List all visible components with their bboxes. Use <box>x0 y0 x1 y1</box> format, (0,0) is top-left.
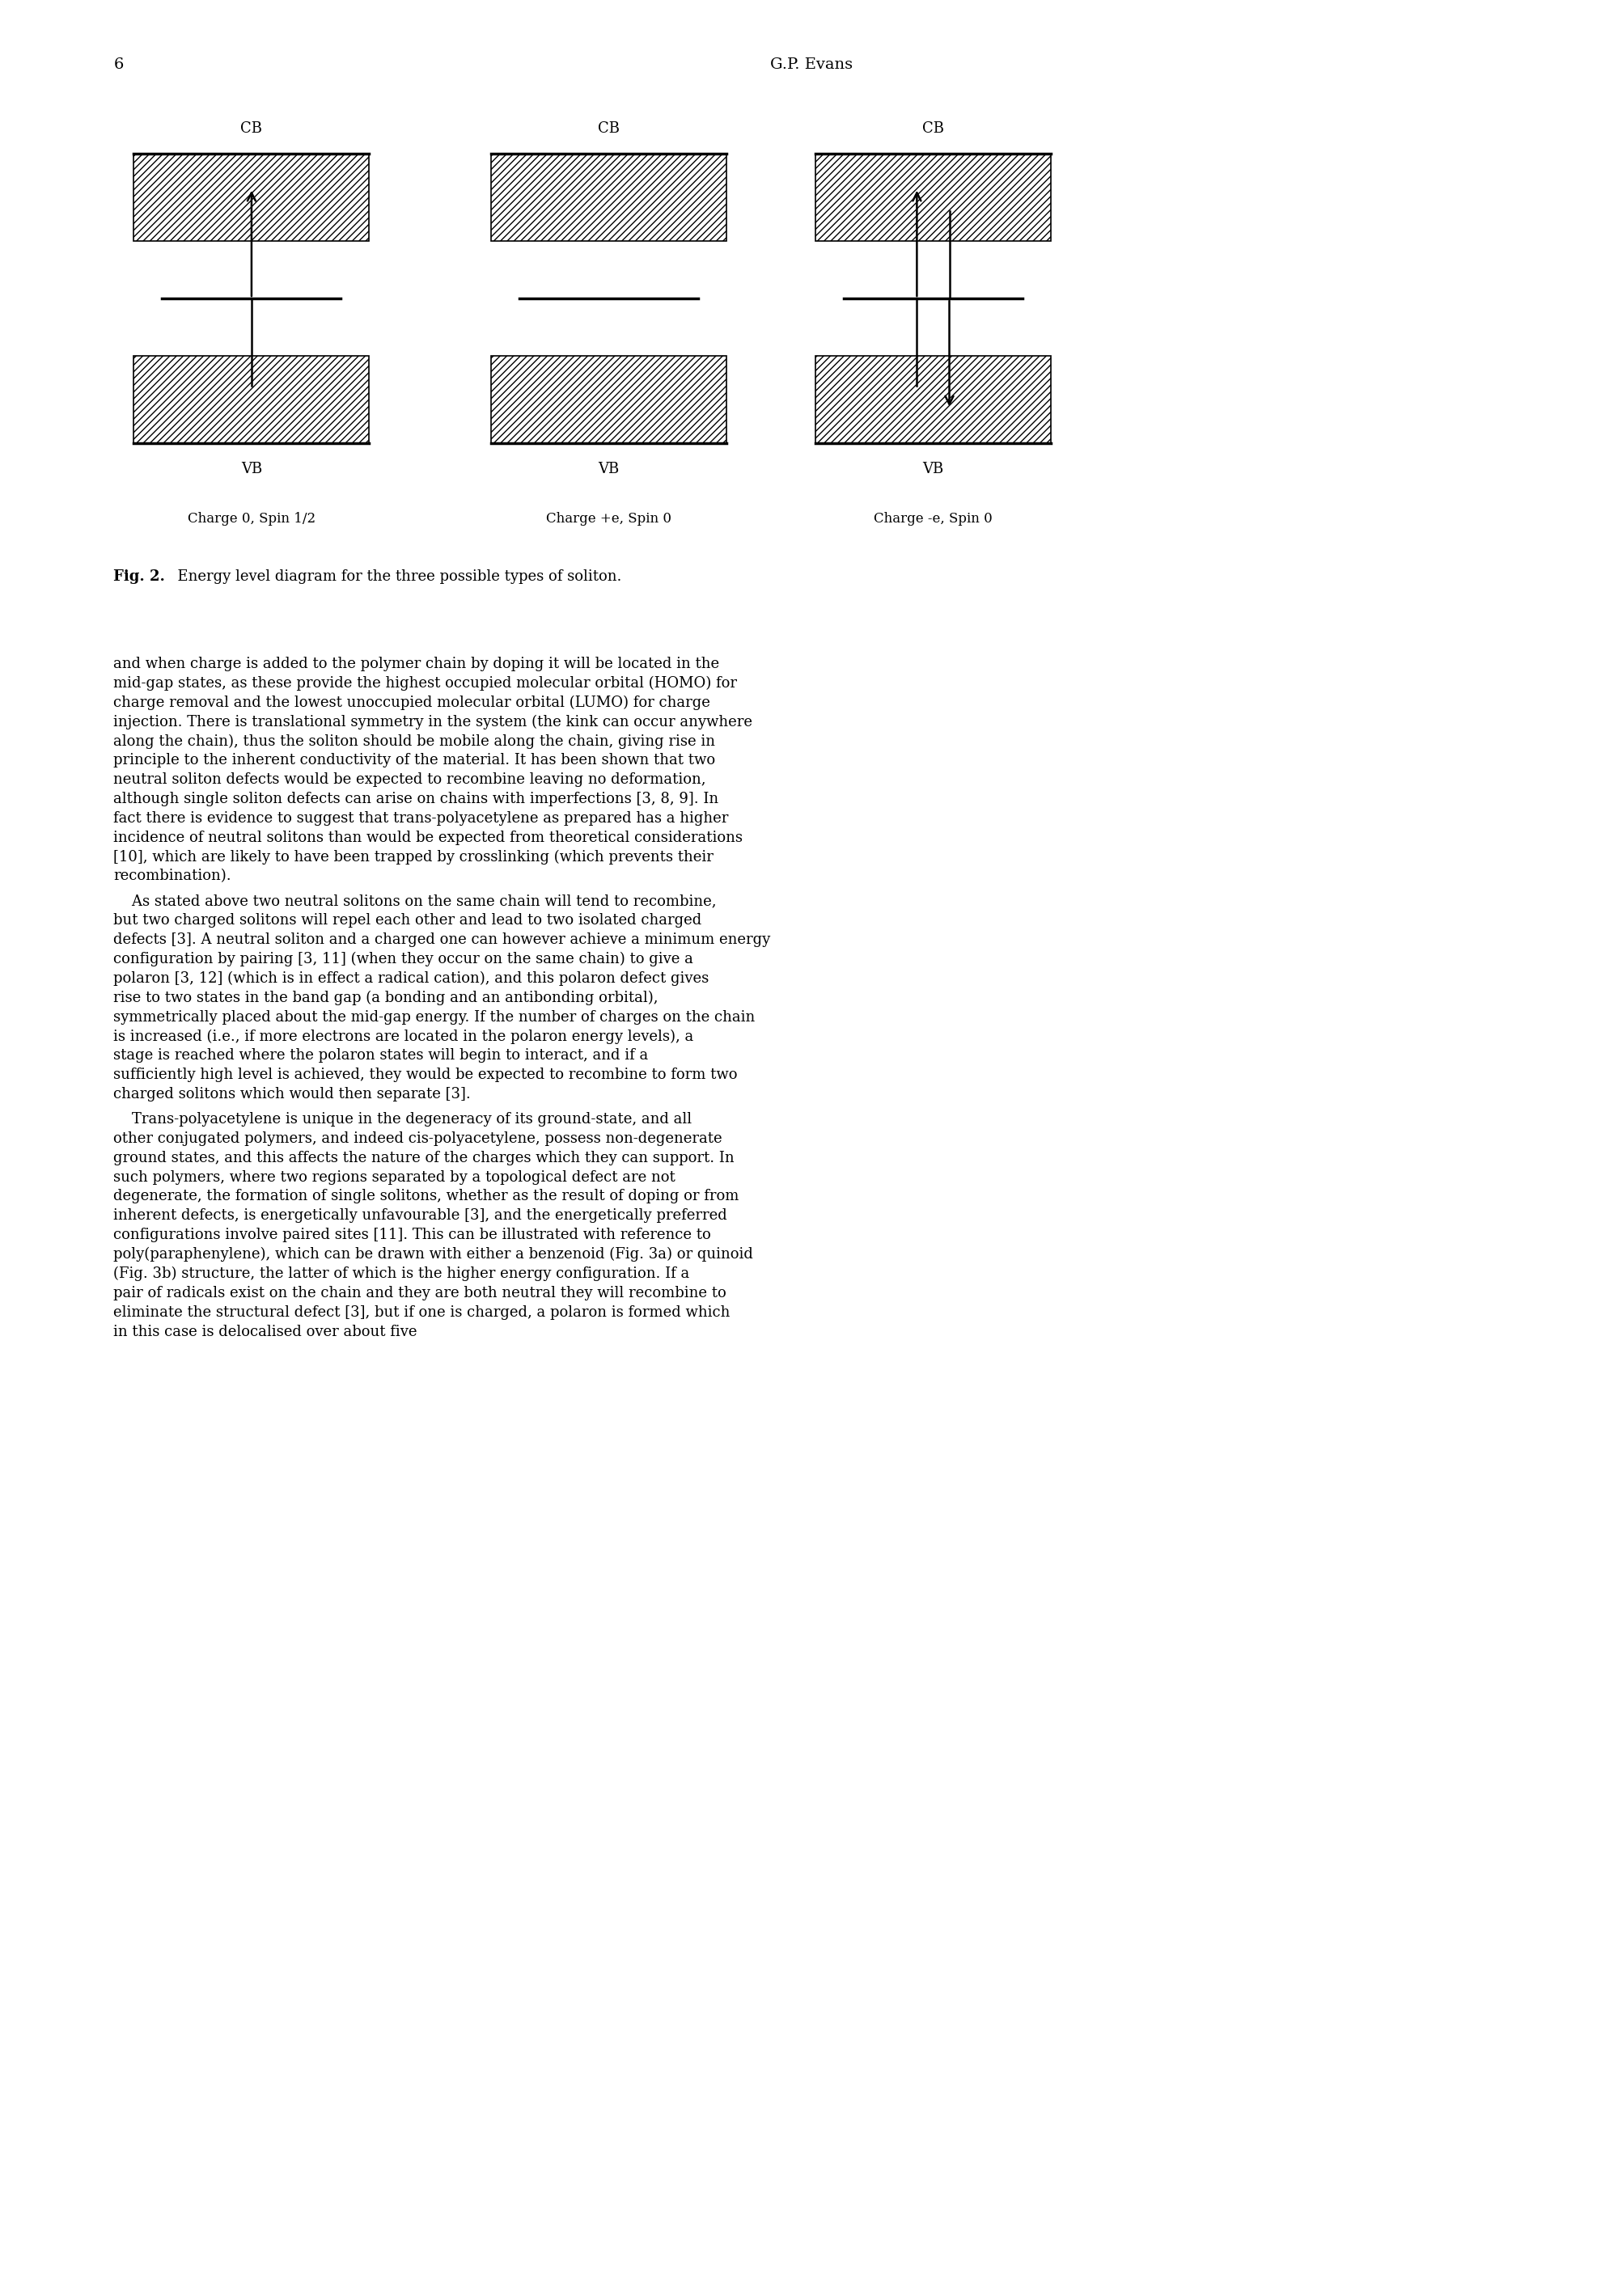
Text: pair of radicals exist on the chain and they are both neutral they will recombin: pair of radicals exist on the chain and … <box>114 1286 727 1300</box>
Text: VB: VB <box>921 461 944 475</box>
Bar <box>814 154 1051 241</box>
Text: injection. There is translational symmetry in the system (the kink can occur any: injection. There is translational symmet… <box>114 714 753 730</box>
Text: but two charged solitons will repel each other and lead to two isolated charged: but two charged solitons will repel each… <box>114 914 702 928</box>
Text: fact there is evidence to suggest that trans-polyacetylene as prepared has a hig: fact there is evidence to suggest that t… <box>114 810 728 827</box>
Text: (Fig. 3b) structure, the latter of which is the higher energy configuration. If : (Fig. 3b) structure, the latter of which… <box>114 1267 689 1281</box>
Bar <box>814 356 1051 443</box>
Text: CB: CB <box>240 122 263 135</box>
Text: in this case is delocalised over about five: in this case is delocalised over about f… <box>114 1325 417 1339</box>
Text: As stated above two neutral solitons on the same chain will tend to recombine,: As stated above two neutral solitons on … <box>114 893 717 909</box>
Text: defects [3]. A neutral soliton and a charged one can however achieve a minimum e: defects [3]. A neutral soliton and a cha… <box>114 932 770 948</box>
Text: symmetrically placed about the mid-gap energy. If the number of charges on the c: symmetrically placed about the mid-gap e… <box>114 1010 754 1024</box>
Text: along the chain), thus the soliton should be mobile along the chain, giving rise: along the chain), thus the soliton shoul… <box>114 735 715 748</box>
Text: Trans-polyacetylene is unique in the degeneracy of its ground-state, and all: Trans-polyacetylene is unique in the deg… <box>114 1111 691 1127</box>
Text: inherent defects, is energetically unfavourable [3], and the energetically prefe: inherent defects, is energetically unfav… <box>114 1208 727 1224</box>
Text: configurations involve paired sites [11]. This can be illustrated with reference: configurations involve paired sites [11]… <box>114 1228 710 1242</box>
Text: such polymers, where two regions separated by a topological defect are not: such polymers, where two regions separat… <box>114 1171 675 1185</box>
Bar <box>133 356 368 443</box>
Text: neutral soliton defects would be expected to recombine leaving no deformation,: neutral soliton defects would be expecte… <box>114 771 706 788</box>
Text: and when charge is added to the polymer chain by doping it will be located in th: and when charge is added to the polymer … <box>114 657 719 670</box>
Text: Energy level diagram for the three possible types of soliton.: Energy level diagram for the three possi… <box>169 569 621 583</box>
Text: Fig. 2.: Fig. 2. <box>114 569 165 583</box>
Text: configuration by pairing [3, 11] (when they occur on the same chain) to give a: configuration by pairing [3, 11] (when t… <box>114 953 693 967</box>
Text: recombination).: recombination). <box>114 868 232 884</box>
Text: VB: VB <box>597 461 620 475</box>
Bar <box>490 356 727 443</box>
Text: stage is reached where the polaron states will begin to interact, and if a: stage is reached where the polaron state… <box>114 1049 649 1063</box>
Text: [10], which are likely to have been trapped by crosslinking (which prevents thei: [10], which are likely to have been trap… <box>114 850 714 863</box>
Text: charge removal and the lowest unoccupied molecular orbital (LUMO) for charge: charge removal and the lowest unoccupied… <box>114 696 710 709</box>
Text: sufficiently high level is achieved, they would be expected to recombine to form: sufficiently high level is achieved, the… <box>114 1068 738 1081</box>
Text: Charge -e, Spin 0: Charge -e, Spin 0 <box>873 512 993 526</box>
Text: 6: 6 <box>114 57 123 71</box>
Text: polaron [3, 12] (which is in effect a radical cation), and this polaron defect g: polaron [3, 12] (which is in effect a ra… <box>114 971 709 985</box>
Text: charged solitons which would then separate [3].: charged solitons which would then separa… <box>114 1086 470 1102</box>
Text: principle to the inherent conductivity of the material. It has been shown that t: principle to the inherent conductivity o… <box>114 753 715 767</box>
Bar <box>490 154 727 241</box>
Text: ground states, and this affects the nature of the charges which they can support: ground states, and this affects the natu… <box>114 1150 735 1164</box>
Text: Charge +e, Spin 0: Charge +e, Spin 0 <box>545 512 672 526</box>
Text: Charge 0, Spin 1/2: Charge 0, Spin 1/2 <box>188 512 315 526</box>
Text: CB: CB <box>921 122 944 135</box>
Text: CB: CB <box>597 122 620 135</box>
Text: VB: VB <box>240 461 263 475</box>
Text: poly(paraphenylene), which can be drawn with either a benzenoid (Fig. 3a) or qui: poly(paraphenylene), which can be drawn … <box>114 1247 753 1263</box>
Text: eliminate the structural defect [3], but if one is charged, a polaron is formed : eliminate the structural defect [3], but… <box>114 1304 730 1320</box>
Text: degenerate, the formation of single solitons, whether as the result of doping or: degenerate, the formation of single soli… <box>114 1189 740 1203</box>
Text: G.P. Evans: G.P. Evans <box>770 57 852 71</box>
Text: incidence of neutral solitons than would be expected from theoretical considerat: incidence of neutral solitons than would… <box>114 831 743 845</box>
Text: other conjugated polymers, and indeed cis-polyacetylene, possess non-degenerate: other conjugated polymers, and indeed ci… <box>114 1132 722 1146</box>
Bar <box>133 154 368 241</box>
Text: mid-gap states, as these provide the highest occupied molecular orbital (HOMO) f: mid-gap states, as these provide the hig… <box>114 675 736 691</box>
Text: although single soliton defects can arise on chains with imperfections [3, 8, 9]: although single soliton defects can aris… <box>114 792 719 806</box>
Text: rise to two states in the band gap (a bonding and an antibonding orbital),: rise to two states in the band gap (a bo… <box>114 990 659 1006</box>
Text: is increased (i.e., if more electrons are located in the polaron energy levels),: is increased (i.e., if more electrons ar… <box>114 1029 694 1045</box>
